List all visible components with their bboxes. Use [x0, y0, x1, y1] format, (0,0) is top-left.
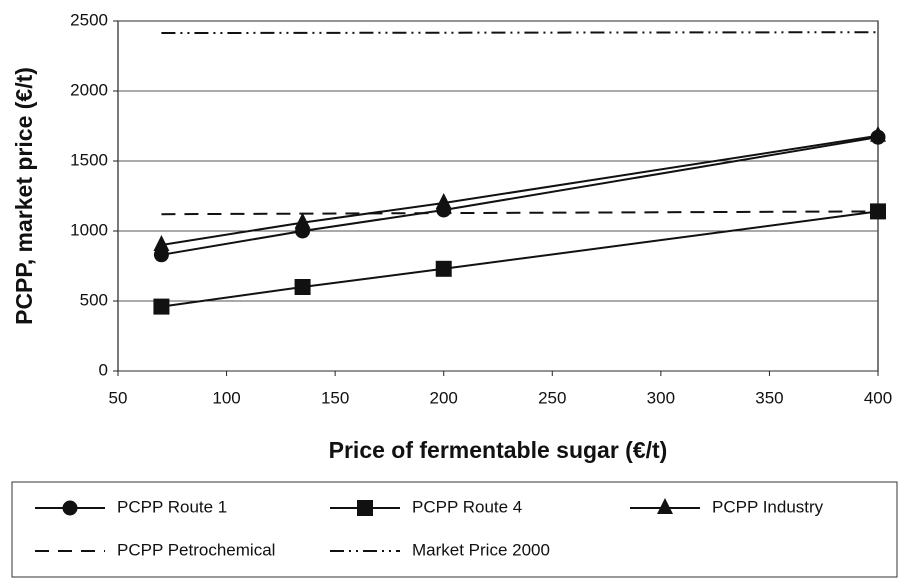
marker: [657, 498, 673, 514]
x-axis-title: Price of fermentable sugar (€/t): [329, 437, 668, 463]
legend: [11, 481, 898, 578]
y-tick-label: 1000: [70, 220, 108, 239]
series-line: [161, 210, 879, 308]
x-tick-label: 250: [538, 388, 566, 407]
x-tick-label: 400: [864, 388, 892, 407]
series-line: [161, 134, 879, 246]
marker: [153, 247, 169, 263]
marker: [153, 298, 170, 315]
legend-label: Market Price 2000: [412, 540, 550, 559]
x-tick-label: 50: [109, 388, 128, 407]
marker: [153, 235, 170, 251]
legend-label: PCPP Industry: [712, 497, 824, 516]
marker: [870, 125, 886, 142]
marker: [294, 212, 311, 229]
x-tick-label: 300: [647, 388, 675, 407]
marker: [435, 260, 452, 277]
series-line: [161, 210, 879, 216]
series-line: [161, 136, 879, 256]
x-tick-label: 200: [430, 388, 458, 407]
y-tick-label: 0: [99, 360, 108, 379]
legend-label: PCPP Route 4: [412, 497, 522, 516]
x-tick-label: 100: [212, 388, 240, 407]
marker: [62, 500, 78, 516]
x-tick-label: 150: [321, 388, 349, 407]
series-line: [161, 31, 879, 35]
legend-label: PCPP Route 1: [117, 497, 227, 516]
marker: [294, 279, 311, 295]
y-axis-title: PCPP, market price (€/t): [11, 67, 37, 325]
marker: [357, 500, 373, 516]
y-tick-label: 2000: [70, 80, 108, 99]
marker: [435, 193, 452, 209]
legend-label: PCPP Petrochemical: [117, 540, 275, 559]
x-tick-label: 350: [755, 388, 783, 407]
y-tick-label: 2500: [70, 10, 108, 29]
y-tick-label: 1500: [70, 150, 108, 169]
plot-area: [117, 20, 879, 372]
y-tick-label: 500: [80, 290, 108, 309]
